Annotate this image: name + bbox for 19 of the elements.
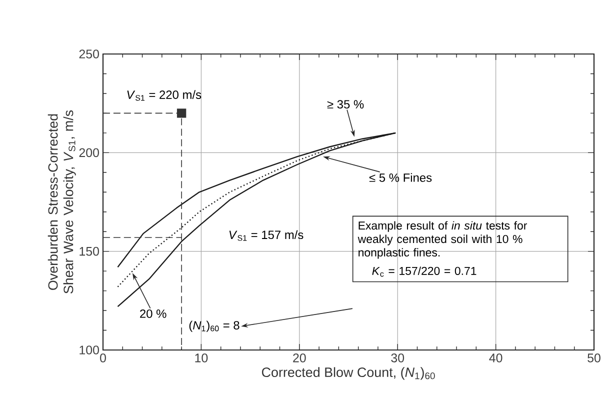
x-tick-label: 10 (195, 354, 208, 362)
x-tick-label: 30 (391, 354, 404, 362)
annotation: V$_{S1}$ = 220 m/s (127, 90, 202, 101)
annotation: V$_{S1}$ = 157 m/s (229, 230, 304, 241)
annotation: ≤ 5 % Fines (369, 173, 432, 182)
y-tick-label: 150 (80, 246, 99, 256)
x-axis-title: Corrected Blow Count, (N$_{1}$)$_{60}$ (262, 367, 435, 380)
annotation: ≥ 35 % (327, 100, 364, 109)
x-tick-label: 0 (100, 354, 106, 362)
y-tick-label: 100 (80, 346, 99, 354)
y-tick-label: 250 (79, 50, 99, 58)
x-tick-label: 50 (588, 354, 600, 362)
annotation: (N$_{1}$)$_{60}$ = 8 (189, 320, 240, 332)
annotation: 20 % (140, 309, 166, 318)
x-tick-label: 40 (489, 354, 502, 362)
annotation: K$_{c}$ = 157/220 = 0.71 (372, 266, 476, 277)
annotation: Example result of in situ tests for weakly cemented soil with 10 % nonplastic fines. (358, 221, 528, 259)
y-tick-label: 200 (79, 148, 99, 158)
x-tick-label: 20 (293, 354, 306, 362)
